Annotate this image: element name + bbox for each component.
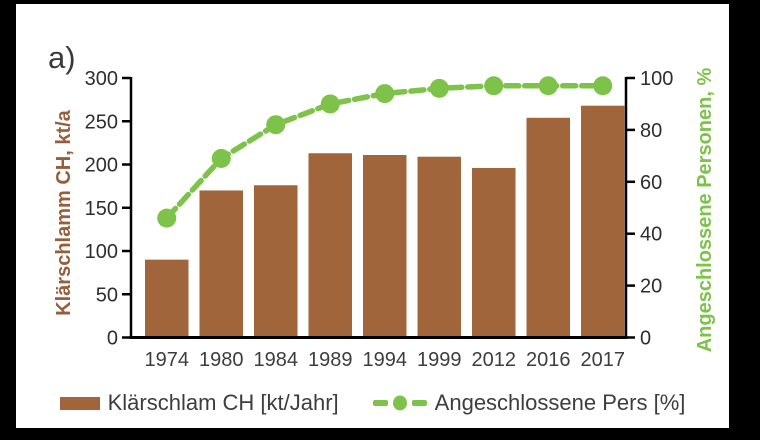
bar-1994 [363,154,407,338]
bar-1989 [308,153,352,338]
legend-item-line-series: Angeschlossene Pers [%] [372,390,686,416]
bar-series-swatch-icon [59,396,100,410]
line-point-2012 [484,76,504,96]
line-point-2016 [538,76,558,96]
line-point-2017 [593,76,613,96]
right-axis-title: Angeschlossene Personen, % [694,67,716,353]
bar-1980 [199,190,243,338]
left-tick-label-0: 0 [107,328,118,350]
right-tick-label-100: 100 [640,68,673,90]
x-label-2016: 2016 [526,349,571,371]
x-label-2017: 2017 [581,349,626,371]
bar-series-label: Klärschlam CH [kt/Jahr] [107,390,339,415]
right-tick-label-20: 20 [640,276,662,298]
line-point-1989 [320,94,340,114]
line-point-1974 [157,208,177,228]
bar-2017 [581,105,625,338]
right-tick-label-60: 60 [640,172,662,194]
x-label-1994: 1994 [363,349,408,371]
left-axis-title: Klärschlamm CH, kt/a [53,110,75,316]
x-label-1980: 1980 [199,349,244,371]
right-tick-label-40: 40 [640,224,662,246]
x-label-1989: 1989 [308,349,353,371]
line-point-1999 [429,78,449,98]
right-tick-label-0: 0 [640,328,651,350]
right-tick-label-80: 80 [640,120,662,142]
bar-1999 [417,156,461,338]
line-point-1994 [375,84,395,104]
bar-1974 [145,259,189,338]
panel-label: a) [48,40,76,75]
left-tick-label-50: 50 [96,284,118,306]
bar-2016 [526,117,570,338]
left-tick-label-250: 250 [85,111,118,133]
chart-legend: Klärschlam CH [kt/Jahr] Angeschlossene P… [16,390,729,416]
legend-item-bar-series: Klärschlam CH [kt/Jahr] [59,390,339,416]
line-series-marker-icon [372,395,427,411]
bar-1984 [254,185,298,338]
left-tick-label-150: 150 [85,198,118,220]
x-label-1999: 1999 [417,349,462,371]
x-label-2012: 2012 [472,349,517,371]
x-label-1984: 1984 [254,349,299,371]
left-tick-label-300: 300 [85,68,118,90]
line-point-1980 [211,148,231,168]
bar-2012 [472,167,516,338]
line-series-label: Angeschlossene Pers [%] [434,390,686,415]
x-label-1974: 1974 [145,349,190,371]
left-tick-label-200: 200 [85,155,118,177]
line-point-1984 [266,115,286,135]
left-tick-label-100: 100 [85,241,118,263]
